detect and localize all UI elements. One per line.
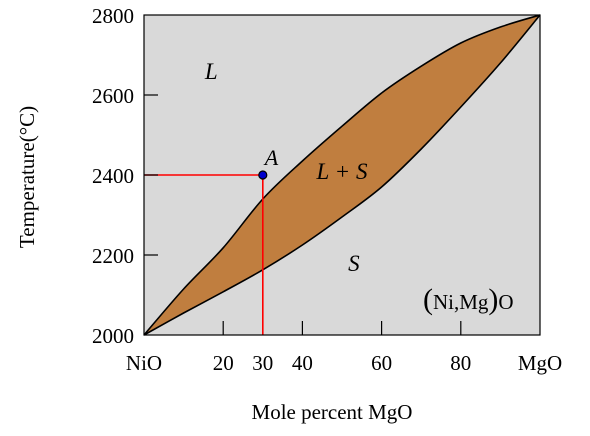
point-a-label: A [263, 145, 279, 170]
region-labels: L L + S S [204, 59, 368, 276]
solid-phase-label: (Ni,Mg)O [423, 283, 514, 316]
y-tick-label: 2400 [92, 164, 134, 188]
x-tick-label: 20 [213, 351, 234, 375]
region-label: L + S [316, 159, 368, 184]
x-axis: NiO 20 30 40 60 80 MgO [126, 321, 562, 375]
y-tick-label: 2600 [92, 84, 134, 108]
phase-label-open-paren: ( [423, 283, 433, 316]
y-tick-label: 2200 [92, 244, 134, 268]
phase-label-close-paren: ) [488, 283, 498, 316]
point-a-marker [258, 170, 268, 180]
region-label: S [348, 251, 360, 276]
region-label: L [204, 59, 218, 84]
x-tick-label: 30 [252, 351, 273, 375]
x-axis-title: Mole percent MgO [252, 400, 413, 424]
y-tick-label: 2800 [92, 4, 134, 28]
y-axis-title: Temperature(°C) [15, 106, 39, 248]
liquidus-curve [143, 14, 541, 336]
x-tick-label: 80 [450, 351, 471, 375]
phase-label-inner: Ni,Mg [433, 290, 489, 314]
x-tick-label: 40 [292, 351, 313, 375]
x-tick-label: NiO [126, 351, 162, 375]
solidus-curve [143, 14, 541, 336]
x-tick-label: MgO [518, 351, 562, 375]
y-axis: 2000 2200 2400 2600 2800 [92, 4, 158, 348]
x-tick-label: 60 [371, 351, 392, 375]
two-phase-region [144, 15, 540, 335]
y-tick-label: 2000 [92, 324, 134, 348]
phase-label-tail: O [498, 290, 513, 314]
